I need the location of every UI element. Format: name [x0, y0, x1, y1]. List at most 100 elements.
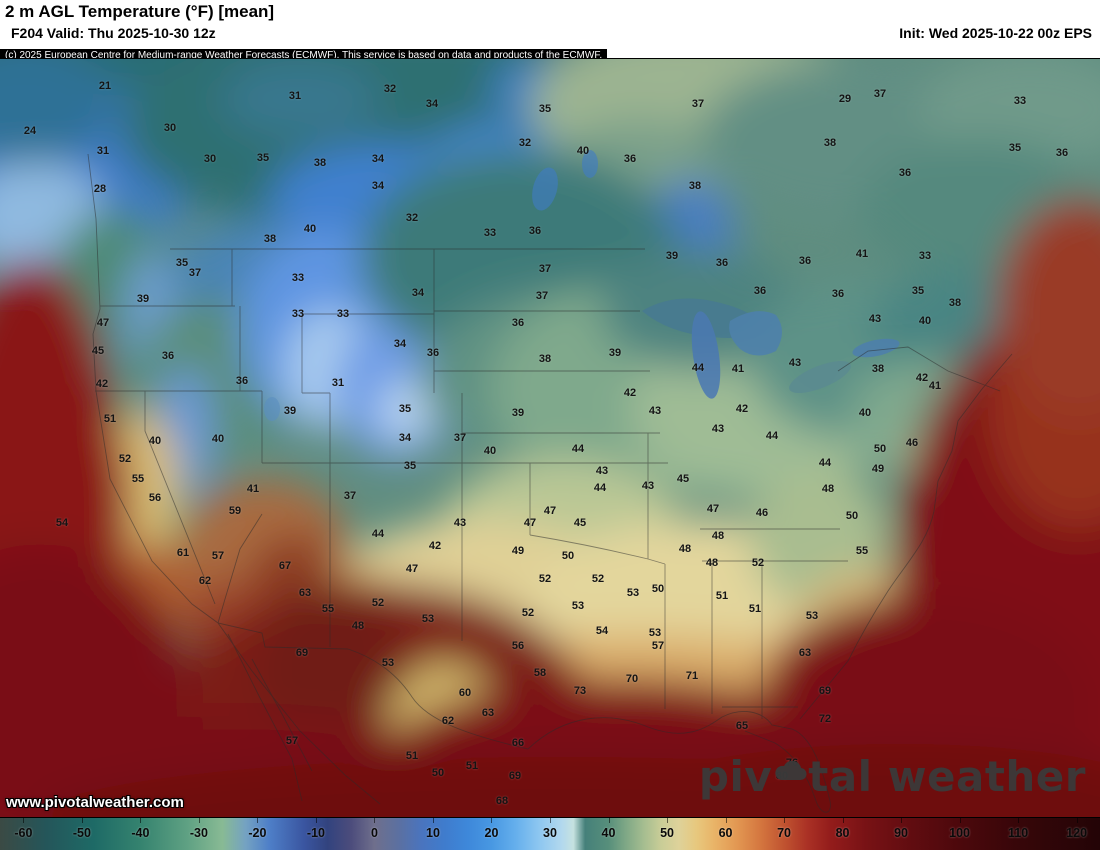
temp-value: 44: [371, 528, 385, 540]
temp-value: 40: [576, 145, 590, 157]
temp-value: 73: [573, 685, 587, 697]
temp-value: 36: [753, 285, 767, 297]
temp-value: 36: [1055, 147, 1069, 159]
temp-value: 33: [291, 308, 305, 320]
temp-value: 49: [871, 463, 885, 475]
logo-text-post: tal weather: [808, 752, 1086, 801]
temp-value: 62: [441, 715, 455, 727]
temp-value: 54: [595, 625, 609, 637]
colorbar-tick-label: -60: [14, 826, 33, 840]
temp-value: 68: [495, 795, 509, 807]
colorbar-tick: [198, 818, 200, 823]
temp-value: 43: [711, 423, 725, 435]
temp-value: 47: [96, 317, 110, 329]
colorbar-tick: [23, 818, 25, 823]
temp-value: 33: [483, 227, 497, 239]
temp-value: 36: [715, 257, 729, 269]
temp-value: 37: [453, 432, 467, 444]
temp-value: 57: [285, 735, 299, 747]
temp-value: 41: [731, 363, 745, 375]
temp-value: 66: [511, 737, 525, 749]
map-canvas[interactable]: 21 31 32 34 35 37 29 37 33 24 30 31 30 35 38 34 32 40 36 38…: [0, 58, 1100, 818]
temp-value: 43: [788, 357, 802, 369]
temp-value: 33: [918, 250, 932, 262]
temp-value: 37: [538, 263, 552, 275]
temp-value: 57: [211, 550, 225, 562]
temp-value: 40: [858, 407, 872, 419]
colorbar-tick: [140, 818, 142, 823]
logo-text-pre: piv: [698, 752, 773, 801]
temp-value: 48: [678, 543, 692, 555]
temp-value: 61: [176, 547, 190, 559]
temp-value: 35: [256, 152, 270, 164]
temp-value: 44: [691, 362, 705, 374]
colorbar-tick-label: 30: [543, 826, 557, 840]
colorbar-tick: [550, 818, 551, 823]
colorbar-tick: [901, 818, 903, 823]
temp-value: 45: [91, 345, 105, 357]
temp-value: 46: [755, 507, 769, 519]
colorbar-tick: [491, 818, 493, 823]
temp-value: 46: [905, 437, 919, 449]
temp-value: 43: [868, 313, 882, 325]
temp-value: 55: [855, 545, 869, 557]
temp-value: 32: [518, 137, 532, 149]
pivotal-weather-logo: piv tal weather: [699, 752, 1086, 801]
colorbar-tick: [842, 818, 844, 823]
temp-value: 53: [626, 587, 640, 599]
colorbar-tick-label: 50: [660, 826, 674, 840]
temp-value: 28: [93, 183, 107, 195]
temp-value: 50: [845, 510, 859, 522]
temp-value: 36: [623, 153, 637, 165]
temp-value: 34: [398, 432, 412, 444]
temp-value: 53: [571, 600, 585, 612]
temp-value: 53: [805, 610, 819, 622]
temp-value: 50: [873, 443, 887, 455]
temp-value: 55: [321, 603, 335, 615]
temp-value: 36: [235, 375, 249, 387]
map-title: 2 m AGL Temperature (°F) [mean]: [5, 2, 275, 21]
temp-value: 48: [711, 530, 725, 542]
temp-value: 40: [148, 435, 162, 447]
temp-value: 53: [648, 627, 662, 639]
colorbar-tick-label: 110: [1007, 826, 1029, 840]
init-time: Init: Wed 2025-10-22 00z EPS: [899, 25, 1092, 41]
temp-value: 47: [405, 563, 419, 575]
temp-value: 38: [538, 353, 552, 365]
temp-value: 58: [533, 667, 547, 679]
temp-value: 35: [1008, 142, 1022, 154]
temp-value: 47: [543, 505, 557, 517]
temp-value: 52: [538, 573, 552, 585]
temp-value: 39: [511, 407, 525, 419]
temp-value: 31: [288, 90, 302, 102]
temp-value: 37: [873, 88, 887, 100]
temp-value: 24: [23, 125, 37, 137]
temp-value: 41: [855, 248, 869, 260]
colorbar-tick-label: -40: [131, 826, 150, 840]
temp-value: 59: [228, 505, 242, 517]
temp-value: 35: [911, 285, 925, 297]
temp-value: 41: [246, 483, 260, 495]
colorbar-tick-label: -30: [189, 826, 208, 840]
temp-value: 52: [118, 453, 132, 465]
temp-value: 56: [511, 640, 525, 652]
colorbar-tick-label: 100: [949, 826, 970, 840]
temp-value: 43: [453, 517, 467, 529]
temp-value: 40: [303, 223, 317, 235]
temp-value: 37: [691, 98, 705, 110]
temp-value: 49: [511, 545, 525, 557]
temp-value: 52: [751, 557, 765, 569]
temp-value: 35: [398, 403, 412, 415]
temp-value: 48: [351, 620, 365, 632]
temp-value: 37: [343, 490, 357, 502]
temp-value: 39: [665, 250, 679, 262]
cloud-icon: [775, 760, 807, 780]
temp-value: 36: [831, 288, 845, 300]
temp-value: 36: [426, 347, 440, 359]
temp-value: 70: [625, 673, 639, 685]
colorbar-tick: [81, 818, 83, 823]
temp-value: 45: [573, 517, 587, 529]
colorbar-tick-label: 70: [777, 826, 791, 840]
temp-value: 51: [405, 750, 419, 762]
colorbar-tick: [959, 818, 961, 823]
